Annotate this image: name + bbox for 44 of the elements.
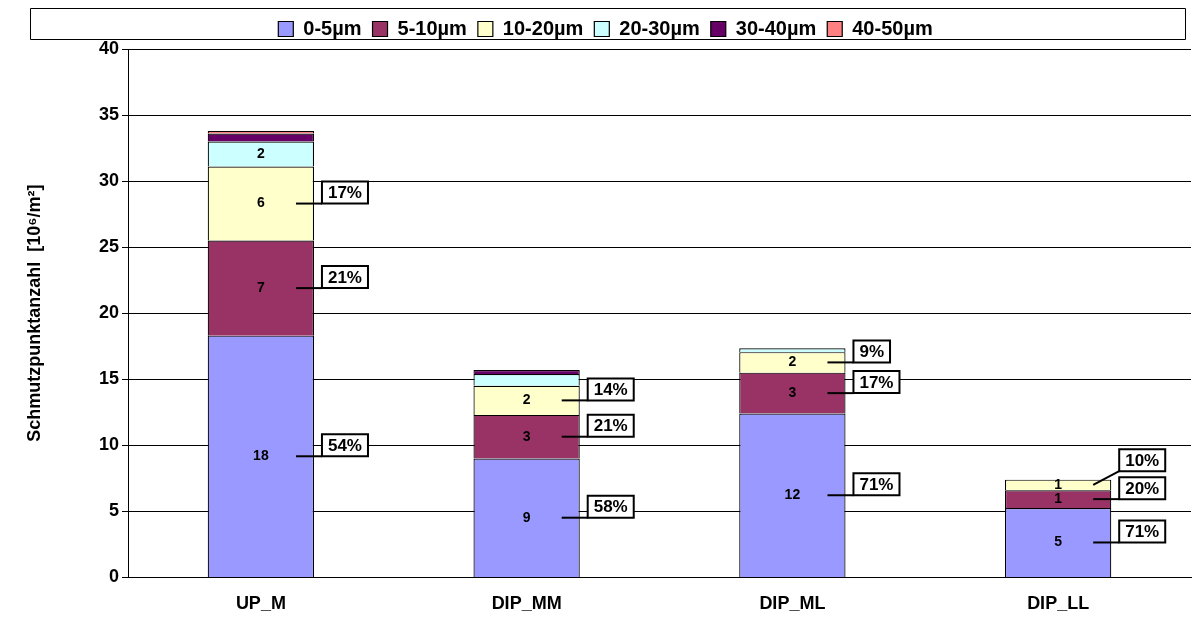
y-tick-label: 25: [98, 236, 119, 257]
annotation: 17%: [859, 372, 894, 392]
annotation: 21%: [327, 267, 362, 287]
annotation: 14%: [593, 380, 628, 400]
x-tick-label: UP_M: [235, 593, 286, 614]
data-label: 9: [522, 508, 531, 525]
annotation: 71%: [859, 474, 894, 494]
x-tick-label: DIP_ML: [759, 593, 826, 614]
annotation: 17%: [327, 183, 362, 203]
legend-label: 20-30µm: [619, 16, 700, 39]
annotation: 58%: [593, 497, 628, 517]
data-label: 7: [256, 278, 265, 295]
y-tick-label: 35: [98, 104, 119, 125]
data-label: 2: [256, 144, 265, 161]
data-label: 5: [1054, 533, 1063, 550]
annotation: 71%: [1125, 522, 1160, 542]
x-tick-label: DIP_LL: [1027, 593, 1090, 614]
y-tick-label: 40: [98, 37, 119, 58]
data-label: 1: [1054, 489, 1063, 506]
legend-label: 40-50µm: [852, 16, 933, 39]
legend-label: 5-10µm: [397, 16, 467, 39]
y-tick-label: 10: [98, 434, 119, 455]
legend-label: 0-5µm: [303, 16, 362, 39]
data-label: 2: [788, 353, 797, 370]
annotation: 9%: [859, 342, 885, 362]
y-tick-label: 0: [108, 566, 119, 587]
x-tick-label: DIP_MM: [491, 593, 562, 614]
annotation: 20%: [1125, 478, 1160, 498]
y-tick-label: 5: [108, 500, 119, 521]
legend-label: 10-20µm: [502, 16, 584, 39]
annotation: 10%: [1125, 450, 1160, 470]
data-label: 3: [522, 427, 531, 444]
y-axis-title: Schmutzpunktanzahl [10⁶/m²]: [23, 184, 44, 442]
annotation: 54%: [327, 435, 362, 455]
data-label: 3: [788, 383, 797, 400]
data-label: 12: [784, 486, 801, 503]
y-tick-label: 30: [98, 170, 119, 191]
legend-label: 30-40µm: [735, 16, 817, 39]
y-tick-label: 20: [98, 302, 119, 323]
data-label: 18: [253, 447, 269, 464]
data-label: 6: [256, 194, 265, 211]
data-label: 2: [522, 391, 531, 408]
annotation: 21%: [593, 416, 628, 436]
y-tick-label: 15: [98, 368, 119, 389]
